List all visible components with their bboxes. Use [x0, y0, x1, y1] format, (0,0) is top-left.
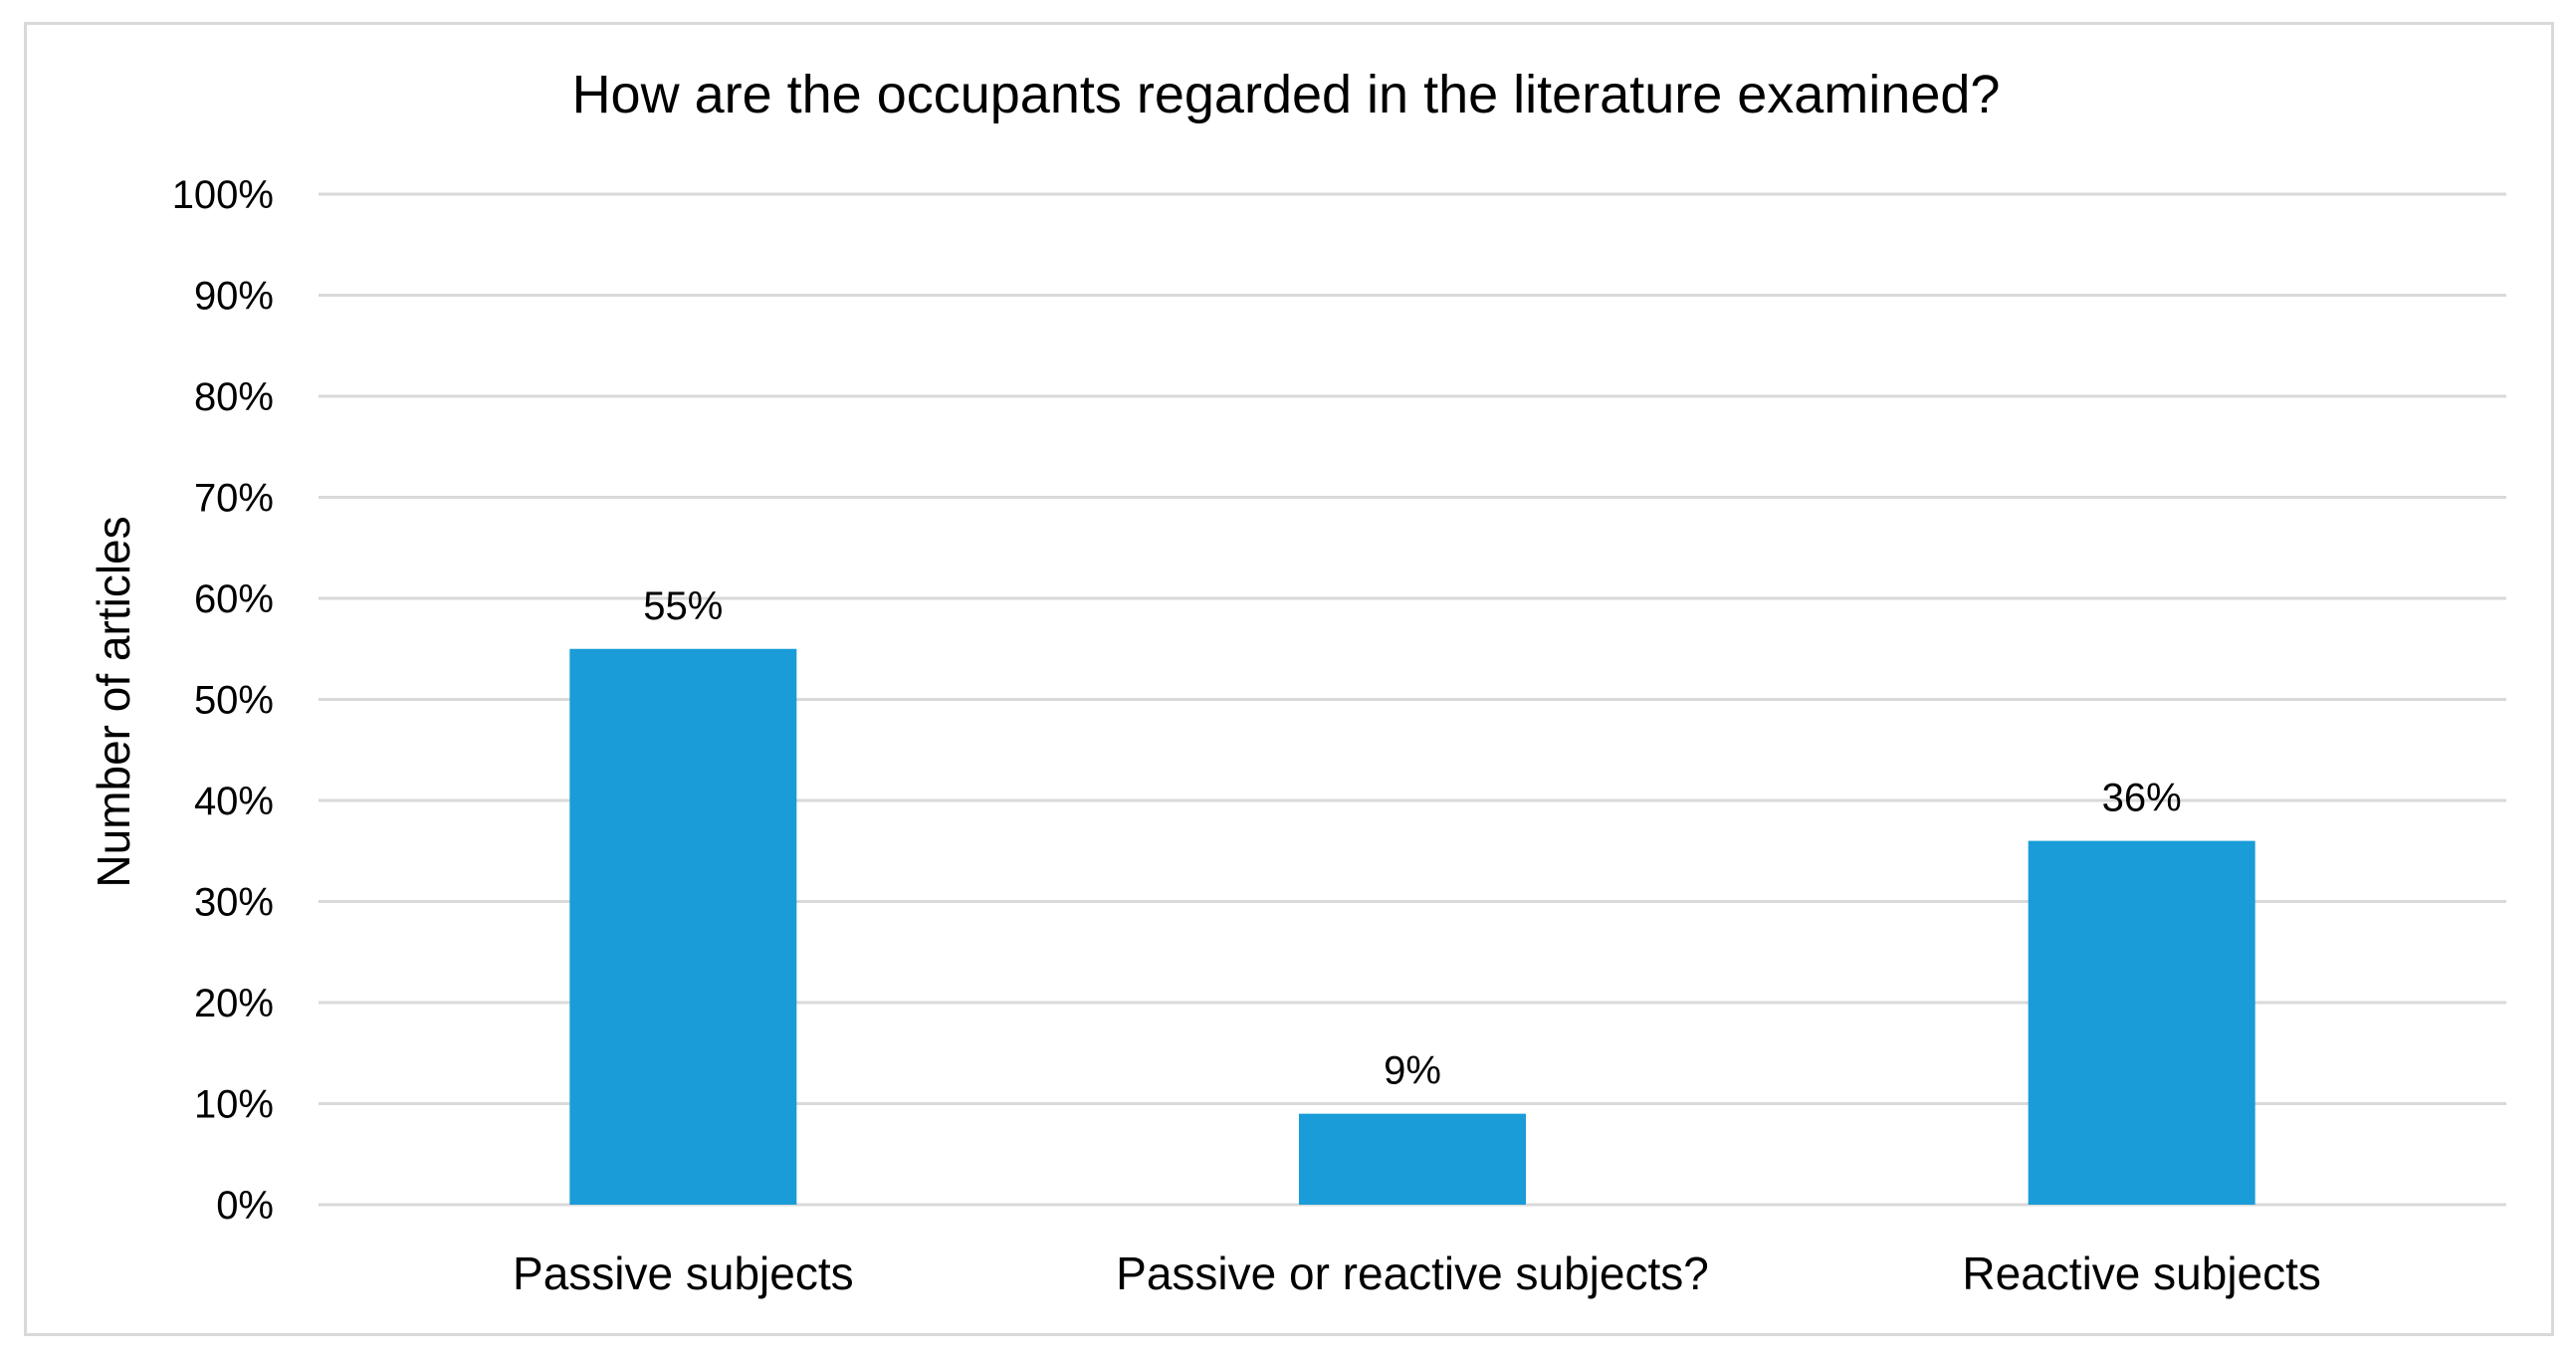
y-tick-label: 70%	[194, 477, 274, 521]
y-axis-title: Number of articles	[88, 516, 139, 887]
y-tick-label: 40%	[194, 780, 274, 823]
y-axis-ticks: 0% 10% 20% 30% 40% 50% 60% 70% 80% 90% 100%	[172, 173, 274, 1228]
category-labels: Passive subjects Passive or reactive subj…	[513, 1247, 2321, 1299]
y-tick-label: 0%	[216, 1184, 274, 1228]
data-label: 55%	[643, 584, 723, 628]
y-tick-label: 20%	[194, 982, 274, 1025]
y-tick-label: 100%	[172, 173, 274, 217]
data-labels: 55% 9% 36%	[643, 584, 2181, 1093]
y-tick-label: 60%	[194, 577, 274, 621]
data-label: 36%	[2102, 777, 2182, 820]
bar	[1299, 1113, 1526, 1205]
category-label: Passive subjects	[513, 1247, 854, 1299]
bars	[569, 648, 2255, 1205]
data-label: 9%	[1384, 1049, 1441, 1093]
category-label: Passive or reactive subjects?	[1116, 1247, 1709, 1299]
y-tick-label: 30%	[194, 881, 274, 925]
category-label: Reactive subjects	[1962, 1247, 2321, 1299]
bar	[2028, 840, 2255, 1205]
y-tick-label: 90%	[194, 275, 274, 319]
y-tick-label: 10%	[194, 1083, 274, 1127]
bar	[569, 648, 797, 1205]
chart-title: How are the occupants regarded in the li…	[572, 65, 2001, 124]
y-tick-label: 80%	[194, 375, 274, 419]
y-tick-label: 50%	[194, 679, 274, 723]
